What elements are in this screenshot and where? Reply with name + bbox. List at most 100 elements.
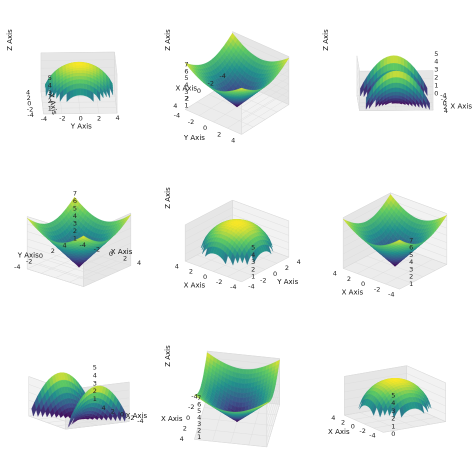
grid-line [241, 90, 289, 121]
z-tick-label: 3 [184, 88, 188, 96]
surface-facet [389, 71, 394, 79]
grid-line [390, 192, 447, 214]
x-tick-label: -2 [374, 285, 380, 293]
y-tick-label: 2 [51, 247, 55, 255]
grid-line [266, 404, 280, 447]
x-tick-label: -4 [369, 431, 375, 439]
surface-facet [76, 79, 81, 84]
x-axis-label: X Axis [184, 281, 206, 289]
x-tick-label: 2 [111, 407, 115, 415]
z-axis-label: Z Axis [164, 345, 172, 367]
z-tick-label: 5 [93, 363, 97, 371]
surface-facet [390, 63, 395, 71]
grid-line [232, 199, 289, 222]
surface-facet [76, 88, 81, 96]
surface-facet [238, 87, 245, 90]
z-tick-label: 0 [434, 89, 438, 97]
x-tick-label: 4 [173, 102, 177, 110]
z-tick-label: 6 [184, 67, 188, 75]
x-tick-label: 0 [27, 100, 31, 108]
x-axis-label: X Axis [450, 102, 472, 110]
surface-facet [79, 79, 84, 84]
z-tick-label: 3 [48, 89, 52, 97]
x-tick-label: 4 [137, 259, 141, 267]
surface-facet [392, 87, 397, 93]
x-tick-label: 2 [27, 94, 31, 102]
surface-facet [386, 55, 391, 65]
z-tick-label: 4 [251, 251, 255, 259]
x-axis-label: X Axis [111, 248, 133, 256]
grid-line [185, 214, 233, 240]
x-tick-label: -2 [216, 278, 222, 286]
x-tick-label: -4 [388, 290, 394, 298]
x-tick-label: 0 [197, 87, 201, 95]
z-tick-label: 5 [434, 50, 438, 58]
x-tick-label: -2 [27, 105, 33, 113]
z-tick-label: 7 [197, 394, 201, 402]
grid-line [356, 71, 360, 87]
grid-line [232, 38, 289, 64]
grid-line [356, 87, 360, 103]
grid-line [241, 256, 289, 283]
grid-line [356, 79, 360, 95]
x-tick-label: 0 [109, 250, 113, 258]
grid-line [232, 207, 289, 229]
grid-line [241, 104, 289, 135]
surface-facet [365, 91, 370, 105]
x-tick-label: -4 [230, 283, 236, 291]
surface-facet [392, 82, 397, 88]
x-tick-label: 2 [189, 268, 193, 276]
surface-facet [79, 68, 83, 71]
x-tick-label: -4 [27, 111, 33, 119]
z-tick-label: 1 [391, 422, 395, 430]
z-axis-label: Z Axis [322, 29, 330, 51]
grid-line [114, 82, 118, 106]
surface-facet [395, 95, 400, 99]
y-tick-label: -4 [41, 115, 47, 123]
y-tick-label: 0 [79, 115, 83, 123]
z-tick-label: 3 [409, 265, 413, 273]
y-tick-label: -2 [260, 276, 266, 284]
surface-facet [79, 70, 84, 74]
surface-facet [237, 382, 242, 389]
surface-facet [79, 72, 84, 77]
z-tick-label: 4 [48, 82, 52, 90]
surface-facet [393, 63, 398, 71]
y-tick-label: -4 [14, 263, 20, 271]
x-tick-label: 4 [102, 404, 106, 412]
surface-facet [251, 251, 257, 264]
z-tick-label: 4 [93, 371, 97, 379]
surface-facet [244, 252, 250, 266]
z-axis-label: Z Axis [164, 187, 172, 209]
z-tick-label: 4 [409, 258, 413, 266]
z-tick-label: 3 [391, 407, 395, 415]
x-tick-label: 2 [443, 103, 447, 111]
surface-facet [75, 68, 80, 71]
grid-line [194, 396, 208, 440]
surface-facet [360, 82, 364, 97]
z-tick-label: 5 [73, 205, 77, 213]
grid-line [248, 402, 262, 446]
x-tick-label: -4 [80, 241, 86, 249]
surface-facet [80, 235, 86, 239]
x-axis-label: X Axis [342, 289, 364, 297]
grid-line [114, 90, 118, 114]
z-tick-label: 2 [251, 265, 255, 273]
grid-line [44, 413, 82, 428]
grid-line [27, 253, 84, 272]
surface [343, 194, 448, 267]
z-tick-label: 5 [409, 251, 413, 259]
surface-facet [235, 251, 241, 264]
grid-line [356, 95, 360, 111]
grid-line [196, 101, 254, 128]
x-tick-label: 0 [351, 423, 355, 431]
x-tick-label: 2 [183, 424, 187, 432]
x-tick-label: -2 [359, 427, 365, 435]
grid-line [185, 199, 233, 226]
surface-facet [234, 377, 240, 384]
grid-line [356, 55, 360, 72]
grid-line [194, 439, 267, 448]
